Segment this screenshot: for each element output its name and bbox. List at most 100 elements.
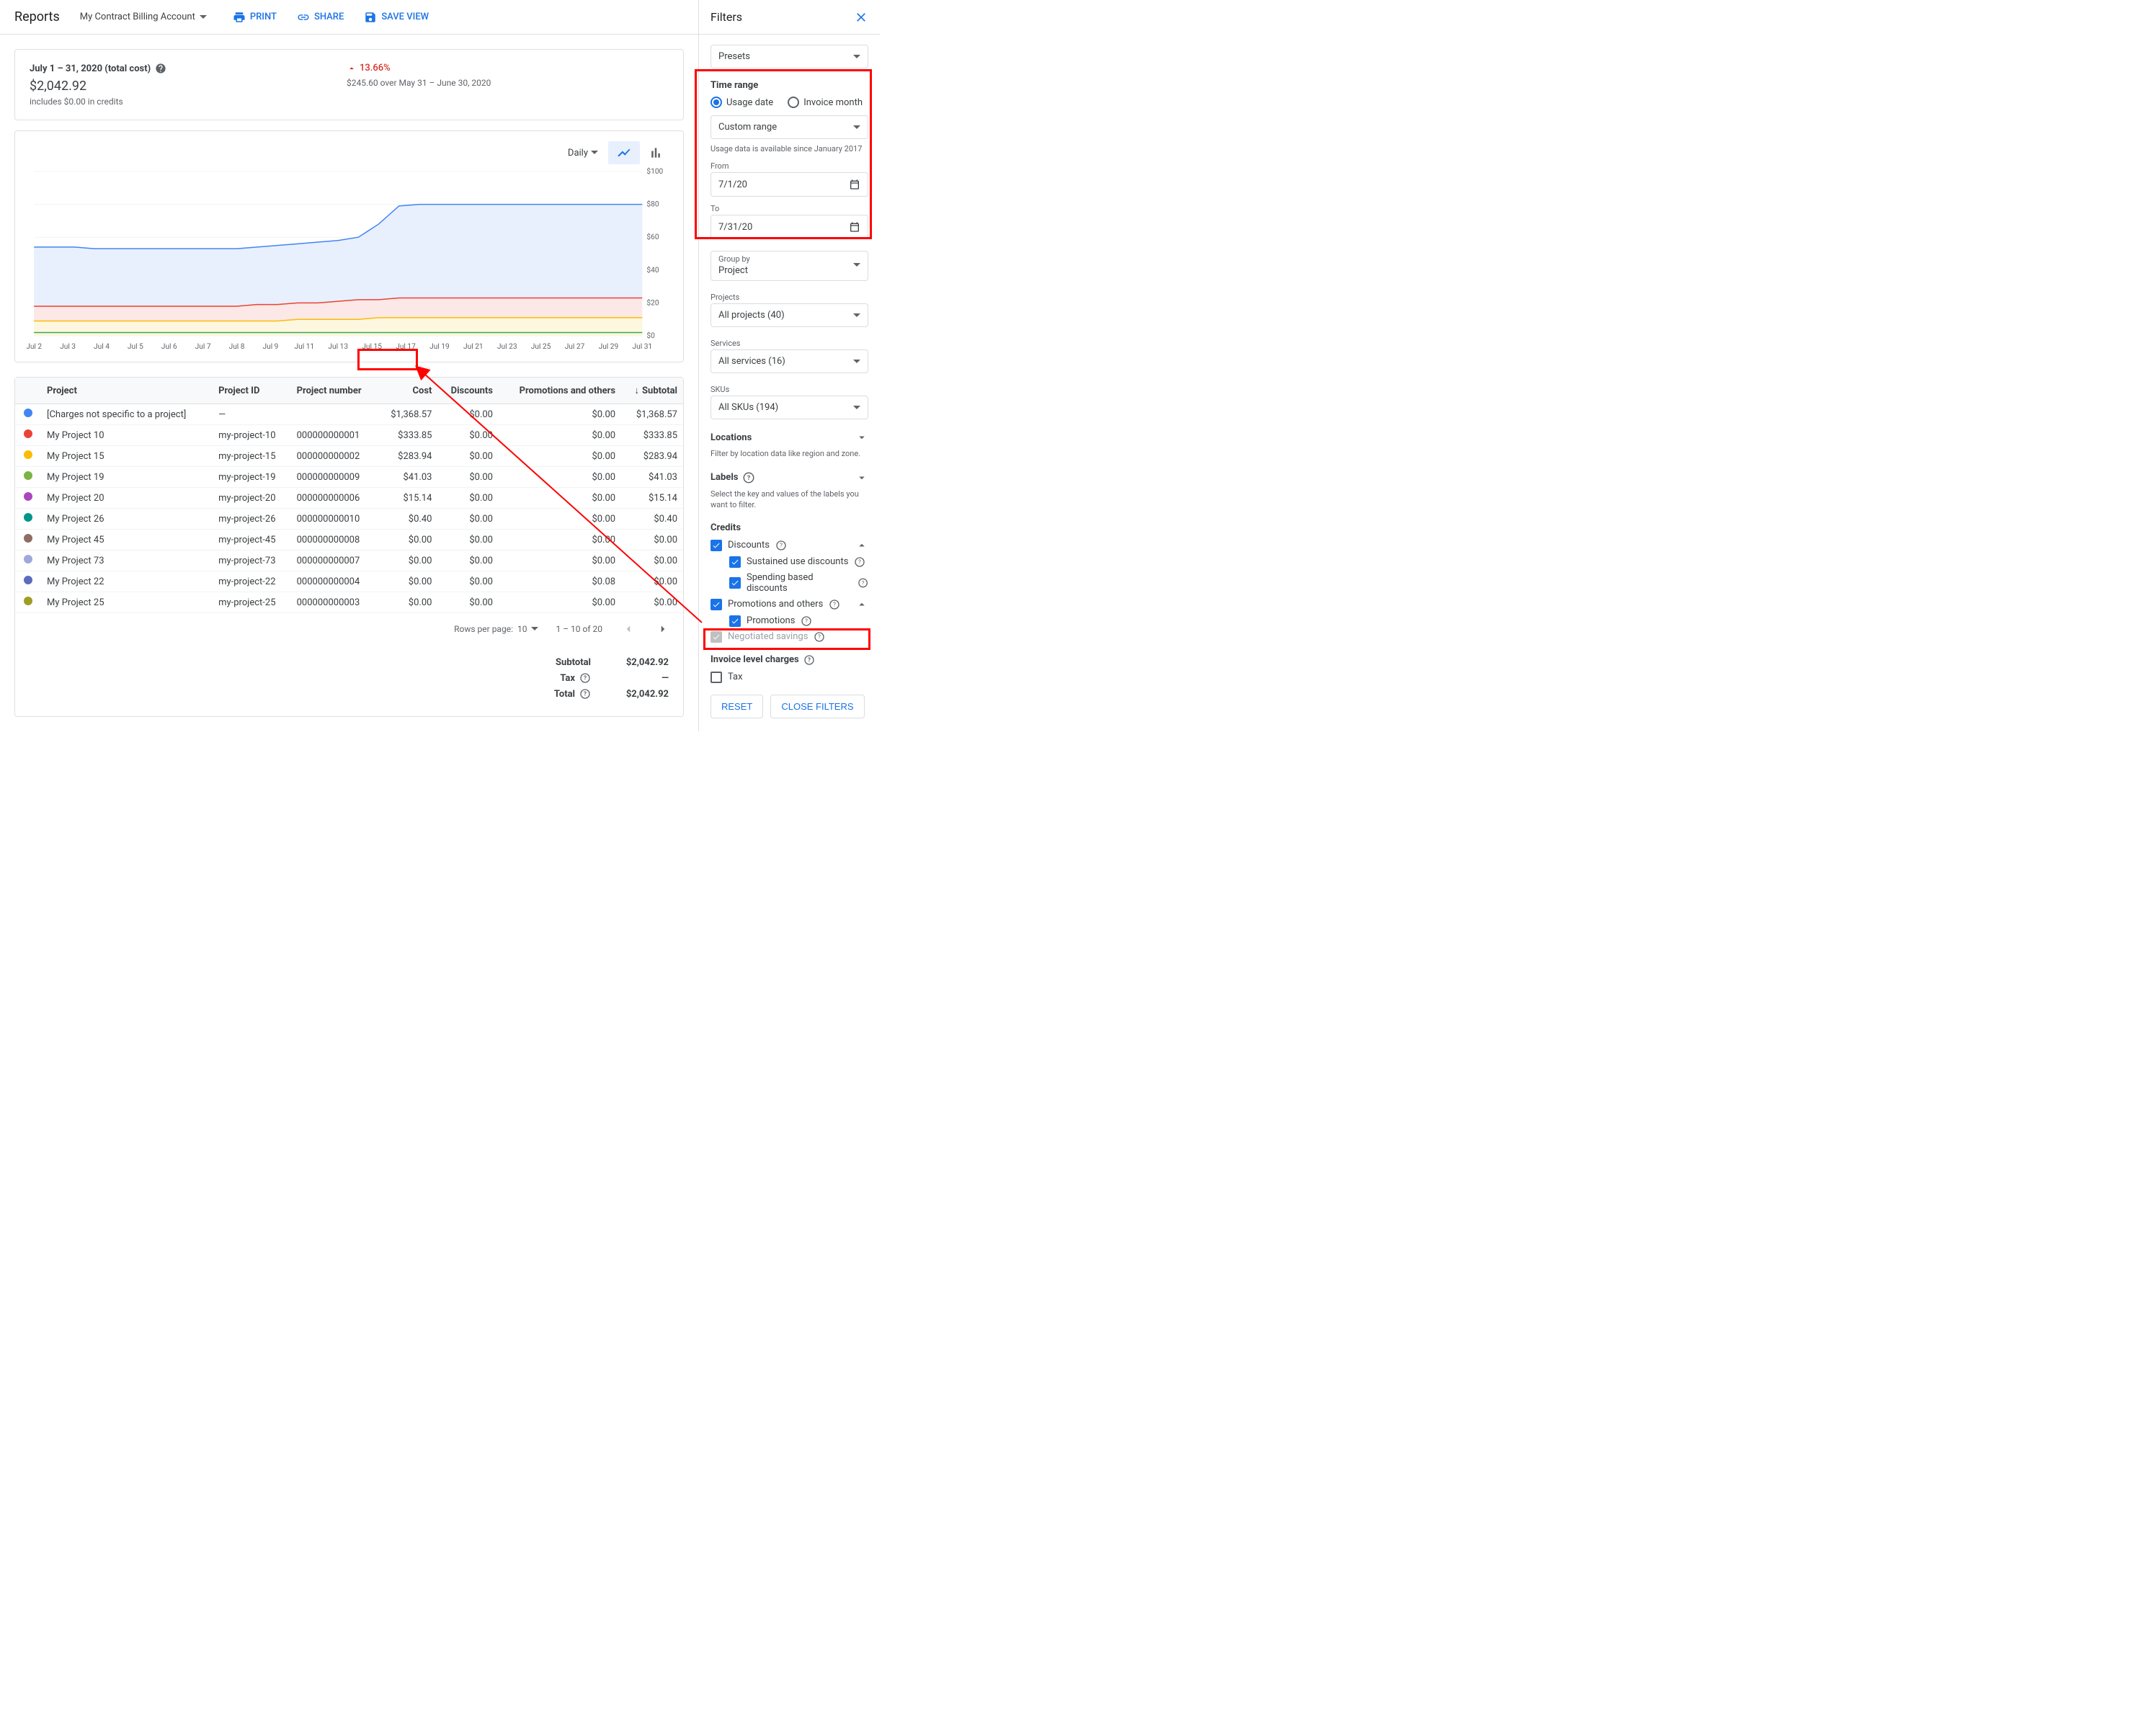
table-row[interactable]: My Project 26my-project-26000000000010$0… (15, 509, 683, 530)
cell-cost: $41.03 (378, 467, 437, 488)
reset-button[interactable]: RESET (710, 695, 763, 718)
cell-subtotal: $333.85 (621, 425, 683, 446)
promotions-others-checkbox[interactable]: Promotions and others ? (710, 598, 868, 611)
svg-text:$0: $0 (646, 331, 655, 340)
help-icon[interactable]: ? (742, 471, 755, 484)
line-chart-button[interactable] (608, 141, 640, 164)
skus-select[interactable]: All SKUs (194) (710, 396, 868, 419)
interval-selector[interactable]: Daily (568, 148, 598, 159)
rows-per-page-value[interactable]: 10 (517, 624, 527, 634)
svg-text:Jul 19: Jul 19 (429, 343, 450, 351)
calendar-icon (849, 179, 860, 190)
svg-text:?: ? (584, 691, 587, 697)
col-project-number[interactable]: Project number (291, 378, 378, 404)
cell-subtotal: $0.00 (621, 551, 683, 571)
next-page-button[interactable] (654, 620, 672, 638)
spending-based-checkbox[interactable]: Spending based discounts? (729, 572, 868, 594)
to-date-input[interactable]: 7/31/20 (710, 215, 868, 239)
presets-select[interactable]: Presets (710, 45, 868, 68)
cell-discounts: $0.00 (437, 425, 499, 446)
svg-text:?: ? (806, 618, 808, 624)
bar-chart-button[interactable] (640, 141, 672, 164)
svg-text:$100: $100 (646, 166, 663, 176)
svg-text:?: ? (833, 601, 836, 607)
help-icon[interactable]: ? (579, 672, 591, 684)
help-icon[interactable]: ? (803, 654, 815, 666)
svg-text:?: ? (819, 633, 821, 640)
cell-project: My Project 22 (41, 571, 213, 592)
invoice-month-radio[interactable]: Invoice month (788, 97, 863, 108)
rows-per-page-label: Rows per page: (454, 624, 513, 634)
svg-text:Jul 23: Jul 23 (497, 343, 517, 351)
services-select[interactable]: All services (16) (710, 349, 868, 373)
cell-project: My Project 20 (41, 488, 213, 509)
close-icon[interactable] (854, 10, 868, 24)
account-name: My Contract Billing Account (80, 12, 195, 22)
table-row[interactable]: My Project 15my-project-15000000000002$2… (15, 446, 683, 467)
table-row[interactable]: My Project 45my-project-45000000000008$0… (15, 530, 683, 551)
svg-text:Jul 8: Jul 8 (229, 343, 245, 351)
cell-cost: $0.00 (378, 571, 437, 592)
projects-select[interactable]: All projects (40) (710, 303, 868, 327)
svg-text:?: ? (747, 475, 751, 482)
save-view-button[interactable]: SAVE VIEW (364, 11, 429, 24)
help-icon[interactable]: ? (858, 577, 868, 589)
help-icon[interactable]: ? (775, 540, 787, 551)
promotions-checkbox[interactable]: Promotions? (729, 615, 868, 627)
help-icon[interactable] (155, 63, 166, 74)
cell-discounts: $0.00 (437, 551, 499, 571)
table-row[interactable]: My Project 10my-project-10000000000001$3… (15, 425, 683, 446)
close-filters-button[interactable]: CLOSE FILTERS (770, 695, 864, 718)
custom-range-select[interactable]: Custom range (710, 115, 868, 139)
cell-discounts: $0.00 (437, 488, 499, 509)
col-subtotal[interactable]: ↓Subtotal (621, 378, 683, 404)
table-row[interactable]: My Project 22my-project-22000000000004$0… (15, 571, 683, 592)
discounts-checkbox[interactable]: Discounts ? (710, 539, 868, 552)
col-promotions-and-others[interactable]: Promotions and others (499, 378, 621, 404)
cell-promotions: $0.00 (499, 530, 621, 551)
prev-page-button[interactable] (620, 620, 637, 638)
share-button[interactable]: SHARE (297, 11, 344, 24)
group-by-select[interactable]: Group by Project (710, 251, 868, 281)
usage-date-radio[interactable]: Usage date (710, 97, 773, 108)
color-dot (24, 513, 32, 522)
col-discounts[interactable]: Discounts (437, 378, 499, 404)
tax-checkbox[interactable]: Tax (710, 672, 868, 683)
check-icon (731, 617, 739, 625)
cell-cost: $283.94 (378, 446, 437, 467)
col-project[interactable]: Project (41, 378, 213, 404)
help-icon[interactable]: ? (854, 556, 865, 568)
filters-panel: Filters Presets Time range Usage date In… (699, 0, 880, 731)
table-row[interactable]: My Project 25my-project-25000000000003$0… (15, 592, 683, 613)
cell-cost: $1,368.57 (378, 404, 437, 425)
chevron-up-icon[interactable] (855, 539, 868, 552)
help-icon[interactable]: ? (801, 615, 812, 627)
svg-text:Jul 29: Jul 29 (599, 343, 619, 351)
cell-subtotal: $0.40 (621, 509, 683, 530)
labels-expander[interactable]: Labels? (710, 471, 868, 484)
table-row[interactable]: My Project 73my-project-73000000000007$0… (15, 551, 683, 571)
help-icon[interactable]: ? (829, 599, 840, 610)
print-button[interactable]: PRINT (233, 11, 277, 24)
subtotal-value: $2,042.92 (597, 657, 669, 668)
sustained-use-checkbox[interactable]: Sustained use discounts? (729, 556, 868, 568)
cell-project-number: 000000000003 (291, 592, 378, 613)
cell-project-number: 000000000004 (291, 571, 378, 592)
cell-promotions: $0.08 (499, 571, 621, 592)
col-cost[interactable]: Cost (378, 378, 437, 404)
table-row[interactable]: My Project 19my-project-19000000000009$4… (15, 467, 683, 488)
table-row[interactable]: My Project 20my-project-20000000000006$1… (15, 488, 683, 509)
locations-expander[interactable]: Locations (710, 431, 868, 444)
color-dot (24, 429, 32, 438)
chevron-up-icon[interactable] (855, 598, 868, 611)
help-icon[interactable]: ? (814, 631, 825, 643)
help-icon[interactable]: ? (579, 688, 591, 700)
chart-card: Daily $0$20$40$60$80$100Jul 2Jul 3Jul 4J… (14, 130, 684, 362)
from-date-input[interactable]: 7/1/20 (710, 172, 868, 197)
chevron-down-icon (853, 53, 860, 61)
col-project-id[interactable]: Project ID (213, 378, 291, 404)
delta-note: $245.60 over May 31 – June 30, 2020 (347, 78, 491, 88)
table-row[interactable]: [Charges not specific to a project]—$1,3… (15, 404, 683, 425)
cell-project-number: 000000000002 (291, 446, 378, 467)
account-selector[interactable]: My Contract Billing Account (80, 12, 207, 22)
